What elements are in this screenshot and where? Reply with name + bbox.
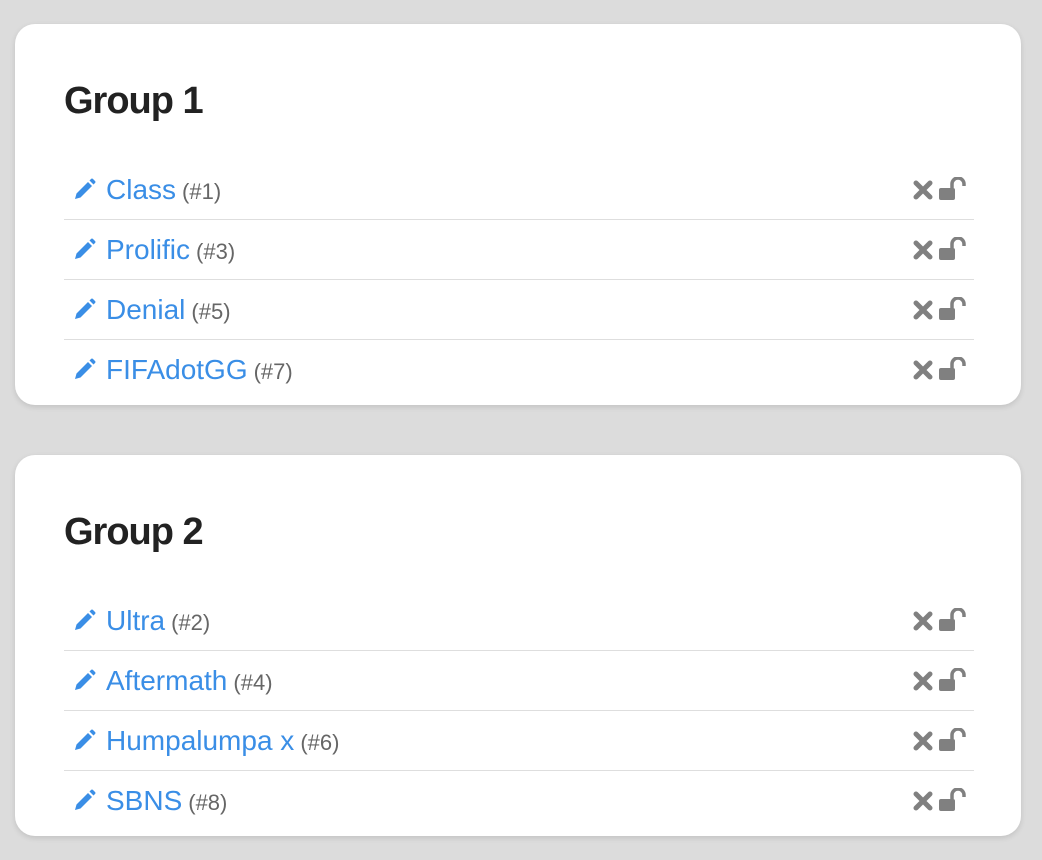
item-name[interactable]: Denial — [106, 294, 186, 325]
item-link[interactable]: Humpalumpa x (#6) — [106, 725, 339, 757]
item-row: Ultra (#2) — [64, 591, 974, 651]
item-list: Class (#1) Prolific (#3) Denial (#5) FIFAdotGG… — [64, 160, 974, 399]
unlock-icon[interactable] — [938, 607, 966, 637]
remove-icon[interactable] — [913, 240, 933, 265]
unlock-icon[interactable] — [938, 176, 966, 206]
item-id: (#4) — [233, 670, 273, 695]
group-card: Group 1 Class (#1) Prolific (#3) Denial (#5) FI… — [15, 24, 1021, 405]
edit-icon[interactable] — [72, 729, 96, 758]
item-id: (#2) — [171, 610, 211, 635]
item-link[interactable]: Prolific (#3) — [106, 234, 235, 266]
group-card: Group 2 Ultra (#2) Aftermath (#4) Humpalumpa … — [15, 455, 1021, 836]
item-row: Humpalumpa x (#6) — [64, 711, 974, 771]
item-id: (#1) — [182, 179, 222, 204]
item-row: Prolific (#3) — [64, 220, 974, 280]
remove-icon[interactable] — [913, 731, 933, 756]
item-id: (#8) — [188, 790, 228, 815]
group-title: Group 1 — [64, 80, 204, 122]
edit-icon[interactable] — [72, 609, 96, 638]
edit-icon[interactable] — [72, 178, 96, 207]
remove-icon[interactable] — [913, 300, 933, 325]
edit-icon[interactable] — [72, 358, 96, 387]
item-row: Class (#1) — [64, 160, 974, 220]
unlock-icon[interactable] — [938, 727, 966, 757]
remove-icon[interactable] — [913, 791, 933, 816]
item-row: SBNS (#8) — [64, 771, 974, 830]
unlock-icon[interactable] — [938, 296, 966, 326]
item-link[interactable]: FIFAdotGG (#7) — [106, 354, 293, 386]
unlock-icon[interactable] — [938, 236, 966, 266]
edit-icon[interactable] — [72, 669, 96, 698]
remove-icon[interactable] — [913, 671, 933, 696]
unlock-icon[interactable] — [938, 667, 966, 697]
item-id: (#3) — [196, 239, 236, 264]
remove-icon[interactable] — [913, 611, 933, 636]
unlock-icon[interactable] — [938, 787, 966, 817]
item-name[interactable]: Class — [106, 174, 177, 205]
item-name[interactable]: Ultra — [106, 605, 166, 636]
remove-icon[interactable] — [913, 360, 933, 385]
item-list: Ultra (#2) Aftermath (#4) Humpalumpa x (#6) SB… — [64, 591, 974, 830]
item-link[interactable]: SBNS (#8) — [106, 785, 227, 817]
remove-icon[interactable] — [913, 180, 933, 205]
item-name[interactable]: Prolific — [106, 234, 191, 265]
item-id: (#5) — [191, 299, 231, 324]
edit-icon[interactable] — [72, 789, 96, 818]
item-row: Denial (#5) — [64, 280, 974, 340]
edit-icon[interactable] — [72, 238, 96, 267]
item-name[interactable]: SBNS — [106, 785, 183, 816]
group-title: Group 2 — [64, 511, 204, 553]
unlock-icon[interactable] — [938, 356, 966, 386]
item-link[interactable]: Class (#1) — [106, 174, 221, 206]
item-link[interactable]: Denial (#5) — [106, 294, 231, 326]
item-row: FIFAdotGG (#7) — [64, 340, 974, 399]
edit-icon[interactable] — [72, 298, 96, 327]
item-link[interactable]: Ultra (#2) — [106, 605, 210, 637]
item-link[interactable]: Aftermath (#4) — [106, 665, 273, 697]
item-name[interactable]: Humpalumpa x — [106, 725, 295, 756]
item-id: (#6) — [300, 730, 340, 755]
item-name[interactable]: FIFAdotGG — [106, 354, 248, 385]
item-name[interactable]: Aftermath — [106, 665, 228, 696]
item-row: Aftermath (#4) — [64, 651, 974, 711]
item-id: (#7) — [253, 359, 293, 384]
